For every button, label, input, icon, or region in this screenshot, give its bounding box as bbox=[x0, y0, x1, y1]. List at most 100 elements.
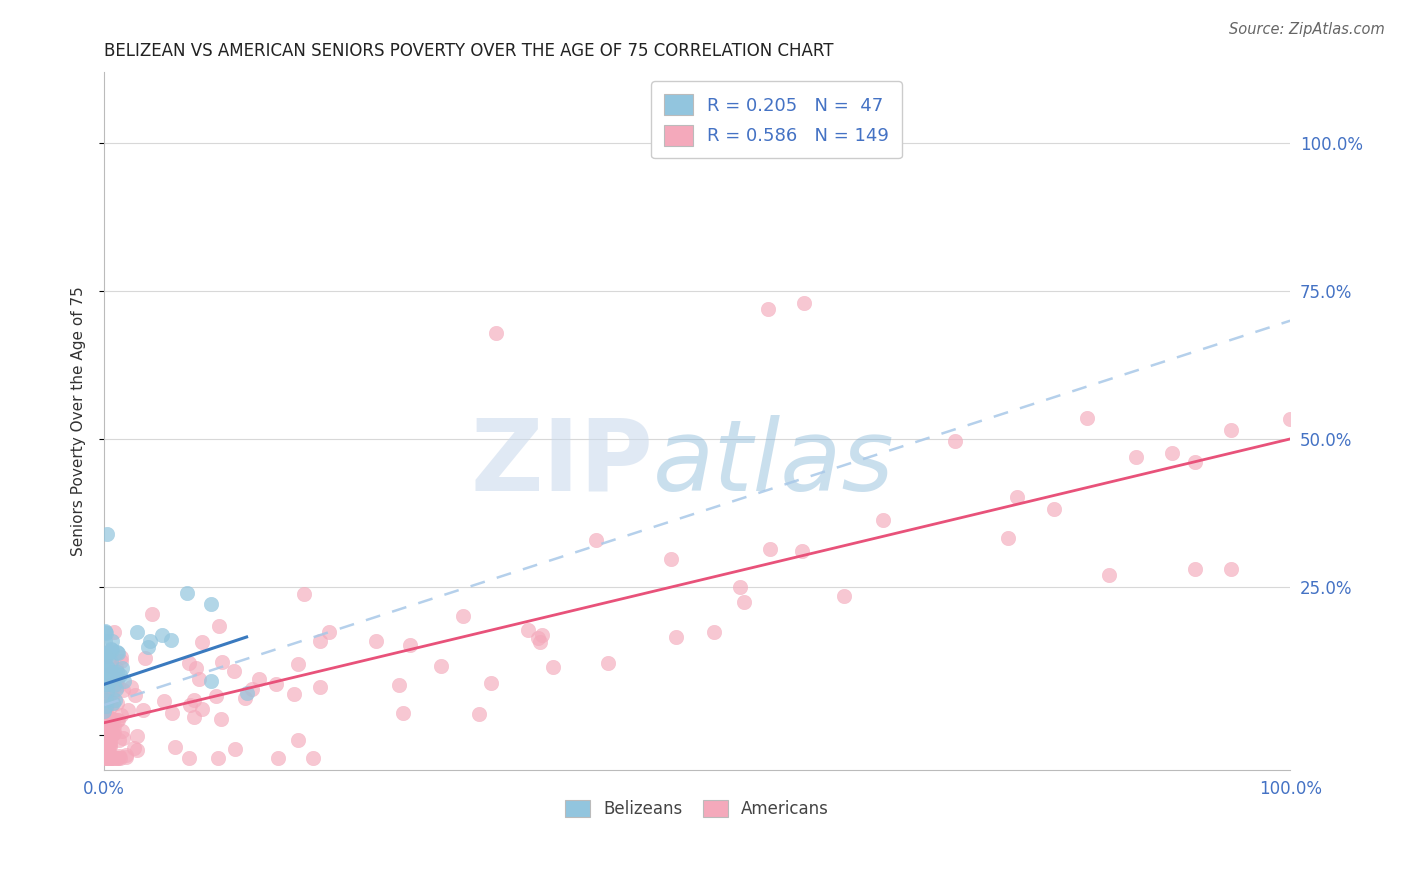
Point bbox=[96, 698, 118, 713]
Point bbox=[97, 688, 120, 702]
Point bbox=[97, 709, 120, 723]
Point bbox=[526, 631, 548, 645]
Point bbox=[485, 326, 508, 340]
Point bbox=[112, 683, 135, 698]
Point bbox=[94, 703, 117, 717]
Point bbox=[101, 689, 124, 703]
Point bbox=[107, 751, 129, 765]
Point bbox=[211, 656, 233, 670]
Point bbox=[388, 678, 411, 692]
Point bbox=[97, 723, 120, 737]
Point bbox=[105, 660, 128, 674]
Text: atlas: atlas bbox=[654, 415, 896, 512]
Point bbox=[1279, 411, 1302, 425]
Point bbox=[100, 714, 122, 728]
Point bbox=[105, 645, 128, 659]
Point bbox=[96, 648, 118, 662]
Point bbox=[101, 727, 124, 741]
Point bbox=[107, 713, 129, 727]
Point bbox=[94, 692, 117, 706]
Point bbox=[235, 686, 257, 700]
Point bbox=[94, 678, 117, 692]
Point bbox=[110, 751, 132, 765]
Point bbox=[287, 657, 309, 672]
Point bbox=[100, 633, 122, 648]
Point bbox=[107, 679, 129, 693]
Point bbox=[104, 692, 127, 706]
Point bbox=[96, 714, 118, 728]
Point bbox=[107, 751, 129, 765]
Point bbox=[103, 751, 125, 765]
Point bbox=[224, 742, 246, 756]
Point bbox=[152, 694, 174, 708]
Point bbox=[97, 714, 120, 728]
Point bbox=[104, 678, 127, 692]
Point bbox=[1098, 568, 1121, 582]
Point bbox=[997, 531, 1019, 545]
Point bbox=[208, 619, 231, 633]
Point bbox=[94, 699, 117, 714]
Point bbox=[150, 628, 173, 642]
Point bbox=[1005, 490, 1028, 504]
Point bbox=[96, 660, 118, 674]
Point bbox=[98, 739, 121, 753]
Point bbox=[516, 624, 538, 638]
Point bbox=[110, 654, 132, 668]
Point bbox=[98, 751, 121, 765]
Point bbox=[200, 674, 222, 689]
Point bbox=[97, 711, 120, 725]
Point bbox=[103, 725, 125, 739]
Point bbox=[100, 751, 122, 765]
Point bbox=[93, 668, 115, 682]
Point bbox=[100, 689, 122, 703]
Point bbox=[240, 681, 263, 696]
Point bbox=[479, 675, 502, 690]
Point bbox=[309, 680, 332, 694]
Point bbox=[96, 669, 118, 683]
Point bbox=[98, 733, 121, 747]
Point bbox=[98, 666, 121, 681]
Point bbox=[529, 635, 551, 649]
Point bbox=[665, 630, 688, 644]
Point bbox=[93, 714, 115, 728]
Point bbox=[96, 718, 118, 732]
Point bbox=[703, 625, 725, 640]
Point bbox=[112, 674, 135, 689]
Point bbox=[125, 729, 148, 743]
Point bbox=[108, 748, 131, 763]
Point bbox=[97, 751, 120, 765]
Point bbox=[96, 751, 118, 765]
Point bbox=[132, 703, 155, 717]
Point bbox=[110, 667, 132, 681]
Point bbox=[943, 434, 966, 448]
Point bbox=[264, 677, 287, 691]
Point bbox=[1184, 455, 1206, 469]
Point bbox=[100, 642, 122, 657]
Point bbox=[209, 712, 232, 726]
Point bbox=[96, 688, 118, 702]
Point bbox=[94, 749, 117, 764]
Point bbox=[115, 749, 138, 764]
Point bbox=[100, 751, 122, 765]
Point bbox=[98, 675, 121, 690]
Point bbox=[107, 646, 129, 660]
Point bbox=[176, 585, 198, 599]
Point bbox=[122, 740, 145, 755]
Text: Source: ZipAtlas.com: Source: ZipAtlas.com bbox=[1229, 22, 1385, 37]
Point bbox=[183, 693, 205, 707]
Point bbox=[318, 625, 340, 640]
Point bbox=[124, 688, 146, 702]
Text: ZIP: ZIP bbox=[471, 415, 654, 512]
Point bbox=[1184, 562, 1206, 576]
Point bbox=[134, 651, 156, 665]
Point bbox=[160, 632, 183, 647]
Point bbox=[759, 542, 782, 557]
Point bbox=[97, 742, 120, 756]
Point bbox=[104, 665, 127, 680]
Point bbox=[97, 738, 120, 752]
Point bbox=[101, 724, 124, 739]
Point bbox=[94, 625, 117, 640]
Point bbox=[94, 648, 117, 663]
Point bbox=[399, 638, 422, 652]
Point bbox=[136, 640, 159, 655]
